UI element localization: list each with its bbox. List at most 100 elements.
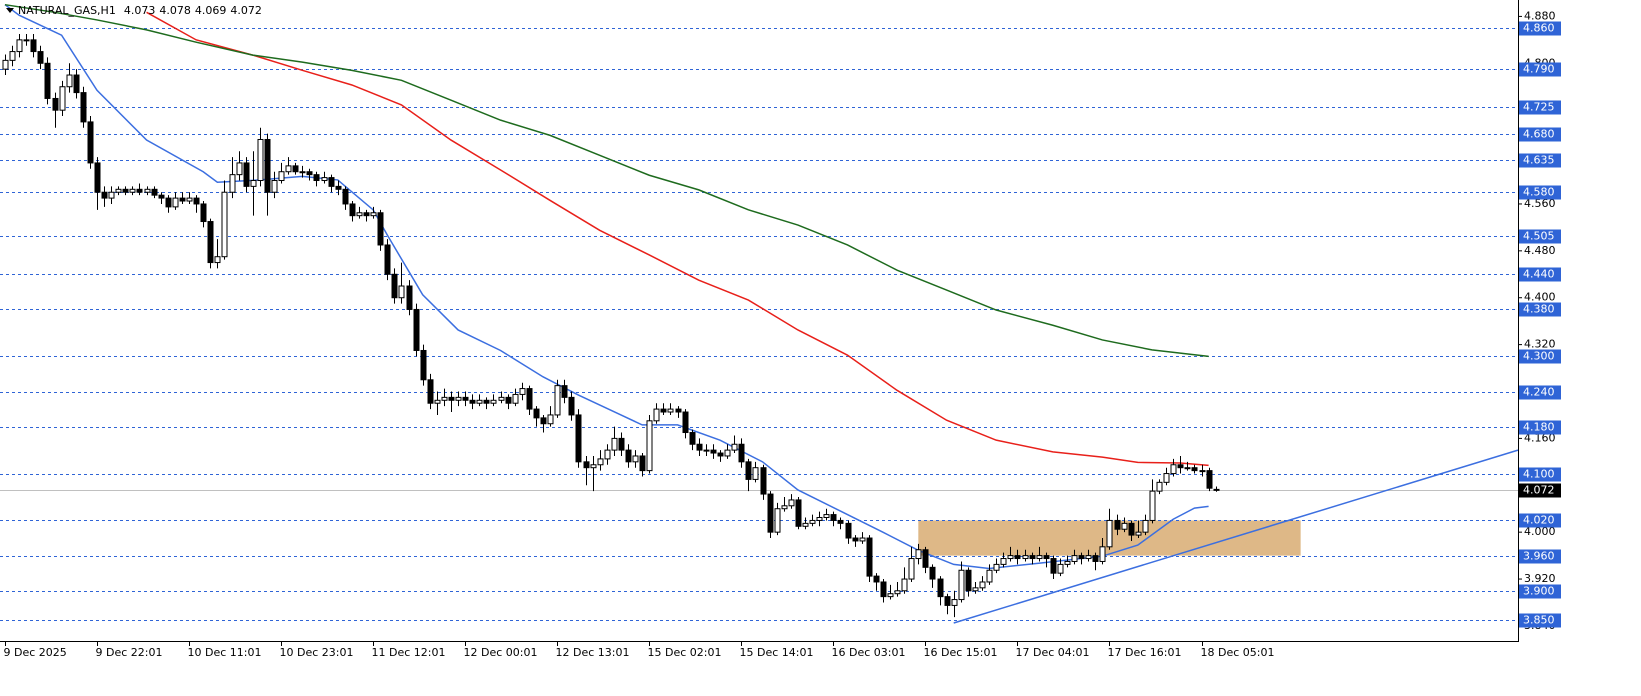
current-price-box	[1519, 483, 1561, 498]
candle-body	[682, 411, 689, 434]
candle-body	[498, 396, 505, 401]
mid-layer	[4, 3, 1519, 624]
candle-body	[731, 443, 738, 451]
level-label-box	[1519, 613, 1561, 628]
high: 4.078	[159, 4, 191, 17]
candle-body	[391, 273, 398, 299]
candle-body	[866, 537, 873, 577]
candle-body	[1191, 467, 1198, 472]
candle-body	[136, 188, 143, 193]
candle-body	[9, 51, 16, 61]
candle-body	[158, 194, 165, 199]
candle-body	[1142, 519, 1149, 533]
x-tick-label: 18 Dec 05:01	[1201, 646, 1275, 659]
level-label-box	[1519, 584, 1561, 599]
x-tick-label: 15 Dec 14:01	[740, 646, 814, 659]
candle-body	[809, 519, 816, 524]
candle-body	[901, 578, 908, 592]
candle-body	[660, 408, 667, 413]
candle-body	[1050, 558, 1057, 574]
candle-body	[958, 569, 965, 601]
candle-body	[144, 188, 151, 193]
candle-body	[696, 443, 703, 451]
candle-body	[398, 285, 405, 299]
candle-body	[993, 563, 1000, 571]
candle-body	[1071, 555, 1078, 562]
candle-body	[406, 285, 413, 310]
level-label: 4.505	[1523, 230, 1555, 243]
candle-body	[951, 599, 958, 606]
level-label-box	[1519, 385, 1561, 400]
candle-body	[441, 396, 448, 401]
candle-body	[427, 379, 434, 404]
x-tick-label: 10 Dec 11:01	[188, 646, 262, 659]
level-label-box	[1519, 62, 1561, 77]
candle-body	[165, 197, 172, 208]
candle-body	[972, 587, 979, 592]
candle-body	[80, 92, 87, 123]
candle-body	[59, 86, 66, 111]
x-tick-label: 9 Dec 22:01	[96, 646, 163, 659]
level-label: 3.900	[1523, 585, 1555, 598]
candle-body	[880, 581, 887, 598]
candle-body	[583, 461, 590, 469]
level-label: 4.725	[1523, 101, 1555, 114]
candle-body	[547, 414, 554, 425]
candle-body	[604, 449, 611, 460]
level-label: 3.960	[1523, 550, 1555, 563]
candle-body	[1184, 467, 1191, 470]
candle-body	[413, 308, 420, 351]
candle-body	[299, 171, 306, 174]
candle-body	[476, 399, 483, 404]
candle-body	[717, 452, 724, 457]
candle-body	[179, 197, 186, 202]
candle-body	[342, 188, 349, 205]
candle-body	[837, 519, 844, 524]
candle-body	[795, 499, 802, 527]
candle-body	[1007, 555, 1014, 560]
candle-body	[724, 449, 731, 457]
candle-body	[200, 203, 207, 223]
low: 4.069	[195, 4, 227, 17]
x-tick-label: 17 Dec 16:01	[1108, 646, 1182, 659]
x-tick-label: 16 Dec 15:01	[924, 646, 998, 659]
level-label: 4.635	[1523, 154, 1555, 167]
candle-body	[462, 396, 469, 401]
candle-body	[859, 537, 866, 542]
candle-body	[335, 185, 342, 190]
candle-body	[703, 449, 710, 452]
y-tick-label: 4.560	[1524, 197, 1556, 210]
moving-average	[146, 11, 1209, 467]
candle-body	[752, 467, 759, 480]
candle-body	[236, 162, 243, 176]
y-tick-label: 4.400	[1524, 291, 1556, 304]
candle-body	[349, 203, 356, 217]
candle-body	[873, 575, 880, 583]
candle-body	[830, 514, 837, 521]
x-tick-label: 10 Dec 23:01	[280, 646, 354, 659]
candle-body	[193, 197, 200, 205]
candle-body	[689, 432, 696, 445]
x-tick-label: 12 Dec 13:01	[556, 646, 630, 659]
candle-body	[823, 514, 830, 519]
candle-body	[2, 59, 9, 70]
candle-body	[745, 461, 752, 480]
trendline	[953, 449, 1519, 624]
candle-body	[94, 162, 101, 193]
candle-body	[257, 138, 264, 182]
front-layer	[2, 33, 1220, 618]
x-tick-label: 11 Dec 12:01	[372, 646, 446, 659]
candle-body	[816, 517, 823, 521]
candle-body	[207, 221, 214, 264]
candle-body	[1043, 555, 1050, 560]
candle-body	[986, 569, 993, 583]
candle-body	[356, 212, 363, 217]
level-label: 4.100	[1523, 468, 1555, 481]
candle-body	[845, 522, 852, 539]
candle-body	[590, 464, 597, 469]
level-label-box	[1519, 349, 1561, 364]
candle-body	[632, 455, 639, 463]
candle-body	[922, 549, 929, 568]
